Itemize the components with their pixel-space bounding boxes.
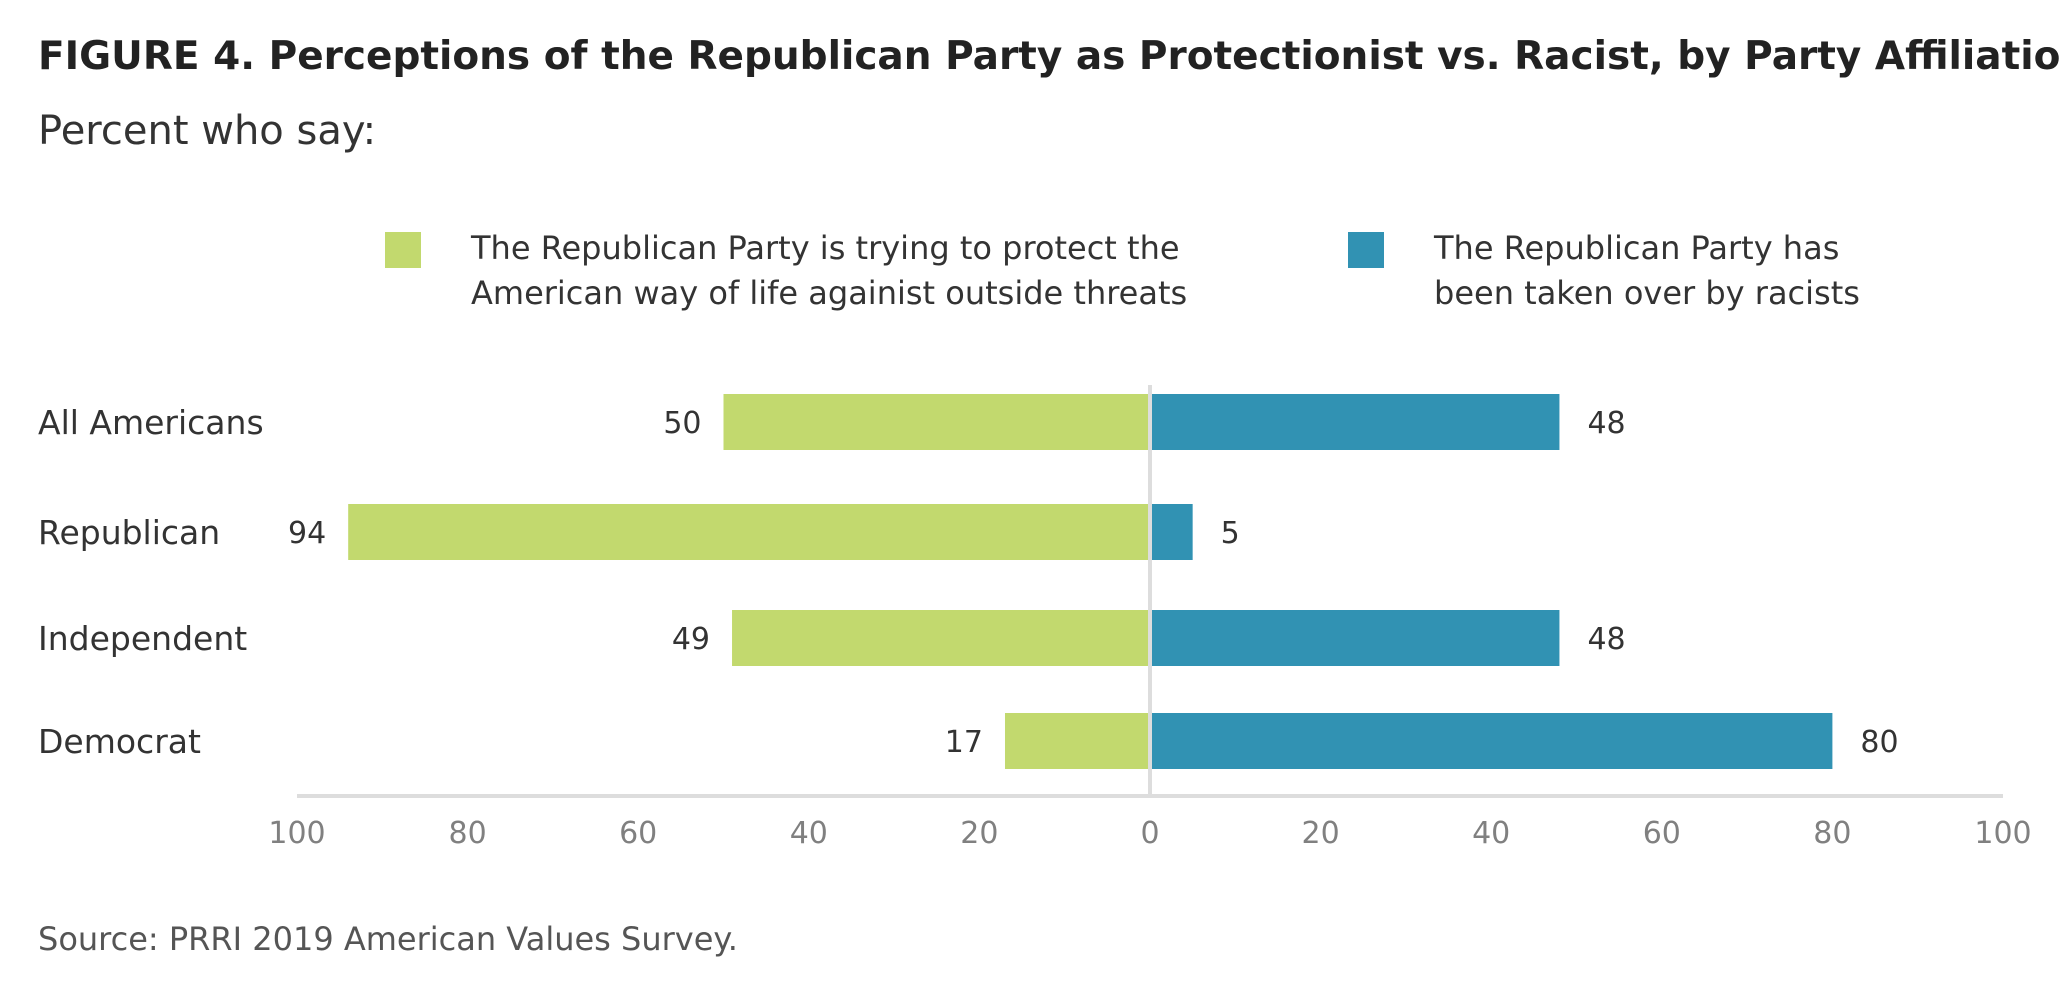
x-tick-label: 40 [1472,816,1510,851]
x-tick-label: 100 [268,816,325,851]
value-label-protect: 50 [663,406,701,441]
x-tick-label: 20 [960,816,998,851]
x-tick-label: 20 [1302,816,1340,851]
bar-protect [723,394,1150,450]
legend-label-racists-line-1: The Republican Party has [1434,229,1840,267]
legend-swatch-protect [385,232,421,268]
category-label: All Americans [38,403,264,442]
legend-label-protect-line-2: American way of life againist outside th… [471,274,1188,312]
bar-protect [348,504,1150,560]
value-label-protect: 49 [672,622,710,657]
x-tick-label: 80 [1813,816,1851,851]
x-tick-label: 100 [1974,816,2031,851]
chart-title: FIGURE 4. Perceptions of the Republican … [38,34,2063,79]
chart-subtitle: Percent who say: [38,108,377,154]
value-label-racists: 5 [1221,516,1240,551]
legend-swatch-racists [1348,232,1384,268]
category-label: Republican [38,513,220,552]
value-label-protect: 94 [288,516,326,551]
value-label-racists: 80 [1860,725,1898,760]
chart-plot: All Americans 50 48 Republican 94 5 Independen… [38,385,2032,851]
legend-label-racists: The Republican Party has been taken over… [1434,226,1860,316]
x-tick-label: 80 [449,816,487,851]
category-label: Independent [38,619,247,658]
value-label-racists: 48 [1587,622,1625,657]
legend-label-racists-line-2: been taken over by racists [1434,274,1860,312]
legend-label-protect-line-1: The Republican Party is trying to protec… [471,229,1180,267]
source-note: Source: PRRI 2019 American Values Survey… [38,920,738,958]
bar-racists [1150,504,1193,560]
x-tick-label: 60 [619,816,657,851]
x-tick-label: 40 [790,816,828,851]
value-label-racists: 48 [1587,406,1625,441]
bar-racists [1150,610,1560,666]
bar-racists [1150,713,1833,769]
bar-racists [1150,394,1560,450]
bar-protect [1004,713,1150,769]
x-tick-label: 0 [1140,816,1159,851]
bar-protect [732,610,1150,666]
legend-label-protect: The Republican Party is trying to protec… [471,226,1187,316]
category-label: Democrat [38,722,201,761]
x-tick-label: 60 [1643,816,1681,851]
value-label-protect: 17 [945,725,983,760]
